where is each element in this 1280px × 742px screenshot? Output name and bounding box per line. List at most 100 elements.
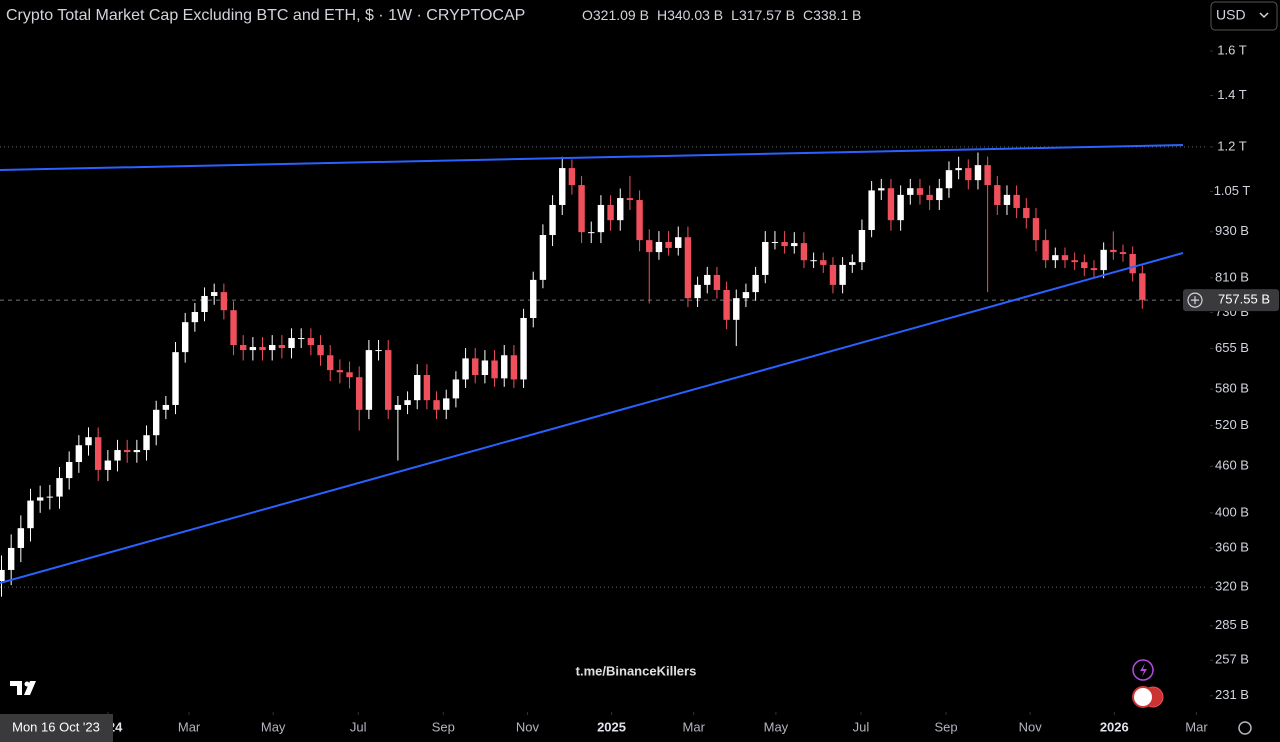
candle-body bbox=[1023, 207, 1030, 219]
candle-body bbox=[336, 370, 344, 373]
tv-logo bbox=[10, 681, 36, 695]
ohlc-value: 317.57 B bbox=[739, 7, 795, 23]
candle-body bbox=[394, 404, 402, 410]
candle-body bbox=[617, 198, 624, 221]
flag-icon[interactable] bbox=[1132, 686, 1154, 708]
candle-body bbox=[636, 200, 643, 241]
candle-body bbox=[868, 190, 875, 231]
currency-button[interactable] bbox=[1210, 1, 1278, 31]
candle-body bbox=[984, 165, 991, 186]
candle-body bbox=[559, 168, 566, 205]
ohlc-key: C bbox=[803, 7, 813, 23]
candle-body bbox=[713, 274, 721, 290]
candle-body bbox=[829, 264, 837, 285]
candle-body bbox=[172, 352, 179, 405]
ohlc-legend: O321.09 B H340.03 B L317.57 B C338.1 B bbox=[582, 7, 861, 23]
y-tick-label: 930 B bbox=[1215, 223, 1249, 238]
y-tick-label: 460 B bbox=[1215, 458, 1249, 473]
candle-body bbox=[994, 185, 1001, 205]
candle-body bbox=[684, 237, 692, 299]
candle-body bbox=[249, 347, 257, 351]
candle-body bbox=[17, 528, 25, 548]
candles bbox=[0, 152, 1146, 597]
alert-icon[interactable] bbox=[1132, 659, 1154, 681]
y-tick-label: 360 B bbox=[1215, 539, 1249, 554]
alert-bolt bbox=[1140, 663, 1147, 677]
candle-body bbox=[46, 496, 54, 498]
x-tick-label: 2025 bbox=[597, 719, 626, 734]
candle-body bbox=[133, 450, 141, 453]
candle-body bbox=[1139, 273, 1146, 300]
candle-body bbox=[820, 260, 827, 265]
candle-body bbox=[607, 204, 614, 221]
candle-body bbox=[7, 547, 15, 570]
candle-body bbox=[762, 241, 769, 275]
x-axis: 2024MarMayJulSepNov2025MarMayJulSepNov20… bbox=[0, 712, 1208, 742]
price-tag-label: 757.55 B bbox=[1218, 292, 1270, 307]
candle-body bbox=[704, 274, 711, 285]
price-tag-plus-mark bbox=[1191, 296, 1199, 305]
candle-body bbox=[114, 450, 121, 461]
x-tick-label: Mar bbox=[683, 719, 706, 734]
candle-body bbox=[646, 240, 653, 253]
candle-body bbox=[665, 241, 672, 248]
x-tick-label: Jul bbox=[853, 719, 870, 734]
x-tick-label: Nov bbox=[516, 719, 540, 734]
candle-body bbox=[230, 310, 237, 346]
candle-body bbox=[501, 355, 508, 379]
candle-body bbox=[491, 360, 498, 379]
crosshair-date-box bbox=[0, 714, 113, 742]
trendline-upper bbox=[0, 144, 1184, 171]
candle-body bbox=[926, 194, 933, 201]
candle-body bbox=[887, 188, 895, 221]
candle-body bbox=[965, 168, 972, 181]
price-tag bbox=[1183, 289, 1279, 312]
x-tick-label: 2026 bbox=[1100, 719, 1129, 734]
candle-body bbox=[1071, 260, 1078, 263]
candle-body bbox=[278, 345, 286, 349]
candle-body bbox=[443, 398, 450, 410]
ohlc-key: H bbox=[657, 7, 667, 23]
candle-body bbox=[462, 358, 469, 380]
candle-body bbox=[549, 204, 556, 236]
ohlc-key: L bbox=[731, 7, 739, 23]
candle-body bbox=[481, 360, 489, 376]
chart-title: Crypto Total Market Cap Excluding BTC an… bbox=[6, 7, 525, 24]
y-tick-label: 1.2 T bbox=[1217, 138, 1246, 153]
candle-body bbox=[539, 235, 547, 280]
y-tick-label: 655 B bbox=[1215, 340, 1249, 355]
candle-body bbox=[849, 262, 856, 265]
ohlc-value: 321.09 B bbox=[593, 7, 649, 23]
currency[interactable]: USD bbox=[1216, 7, 1246, 23]
candle-body bbox=[375, 350, 382, 352]
candle-body bbox=[1129, 254, 1136, 274]
candle-body bbox=[104, 460, 112, 470]
candle-body bbox=[36, 497, 44, 501]
y-tick-label: 1.6 T bbox=[1217, 42, 1246, 57]
crosshair-date: Mon 16 Oct '23 bbox=[12, 719, 100, 734]
candle-body bbox=[568, 168, 576, 186]
y-tick-label: 231 B bbox=[1215, 687, 1249, 702]
candle-body bbox=[404, 400, 411, 405]
candle-body bbox=[1081, 262, 1088, 269]
candle-body bbox=[626, 198, 634, 201]
candle-body bbox=[307, 338, 315, 346]
candle-body bbox=[955, 168, 962, 171]
candle-body bbox=[94, 437, 102, 470]
candle-body bbox=[85, 437, 92, 446]
candle-body bbox=[472, 358, 479, 376]
candle-body bbox=[597, 204, 605, 233]
candle-body bbox=[578, 185, 585, 233]
candle-body bbox=[742, 292, 750, 299]
candle-body bbox=[356, 377, 363, 410]
settings-icon[interactable] bbox=[1238, 721, 1252, 735]
candle-body bbox=[433, 400, 440, 410]
x-tick-label: May bbox=[261, 719, 286, 734]
candle-body bbox=[916, 188, 924, 195]
candle-body bbox=[530, 279, 537, 318]
candle-body bbox=[385, 350, 392, 410]
candle-body bbox=[974, 165, 982, 181]
candle-body bbox=[191, 311, 199, 323]
